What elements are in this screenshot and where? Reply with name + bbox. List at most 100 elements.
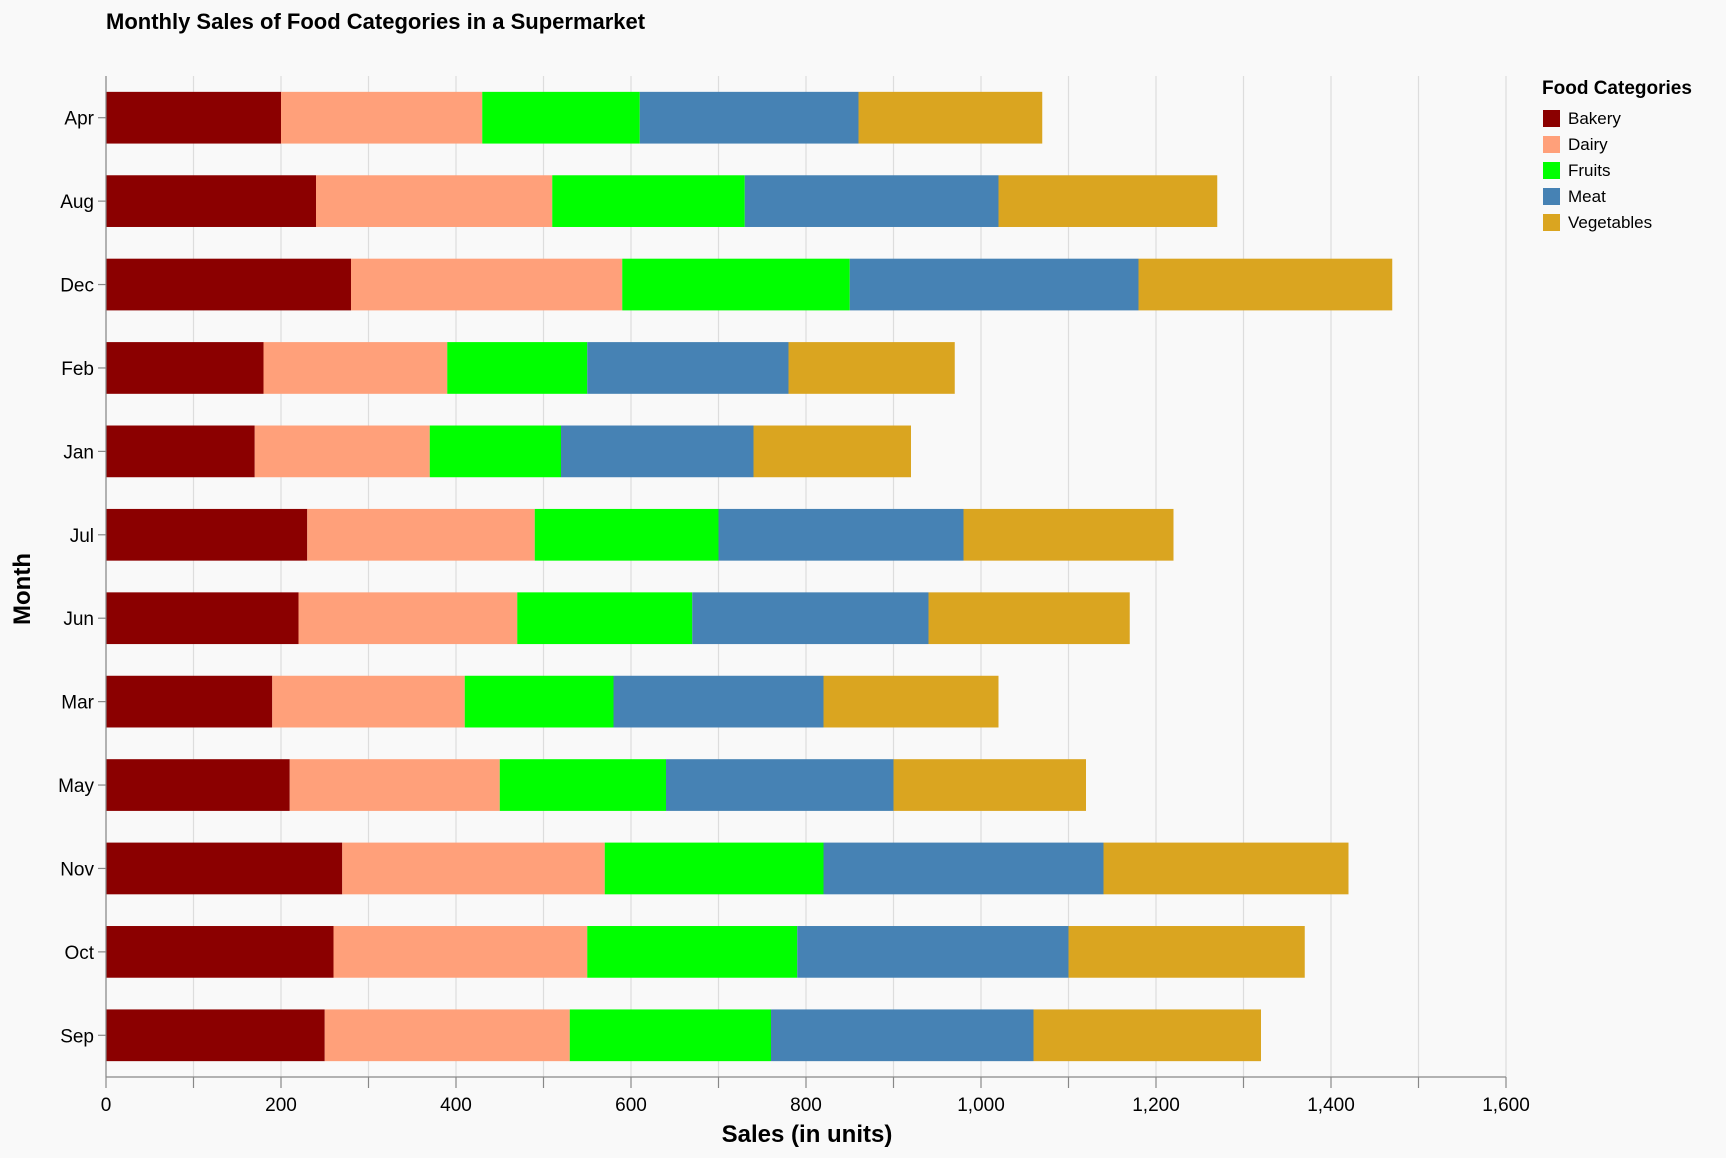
bar-aug-dairy xyxy=(316,175,553,227)
bar-mar-dairy xyxy=(272,675,465,728)
legend-swatch-dairy xyxy=(1543,136,1560,153)
bar-may-dairy xyxy=(289,759,500,811)
legend-swatch-meat xyxy=(1543,188,1560,205)
x-tick-label: 1,400 xyxy=(1307,1095,1355,1116)
bar-apr-vegetables xyxy=(858,91,1043,144)
legend-swatch-bakery xyxy=(1543,110,1560,127)
y-tick-label-oct: Oct xyxy=(64,943,94,964)
legend-label-meat: Meat xyxy=(1568,187,1606,206)
bar-oct-bakery xyxy=(106,926,334,978)
x-tick-label: 1,200 xyxy=(1132,1095,1180,1116)
bar-jan-vegetables xyxy=(753,425,911,478)
bar-apr-fruits xyxy=(482,91,640,144)
x-tick-label: 200 xyxy=(265,1095,297,1116)
bar-apr-bakery xyxy=(106,91,281,144)
bar-feb-fruits xyxy=(447,342,588,394)
bar-jan-bakery xyxy=(106,425,255,478)
bar-oct-fruits xyxy=(587,926,798,978)
bar-nov-meat xyxy=(823,842,1104,895)
bar-jun-bakery xyxy=(106,592,299,645)
bar-dec-dairy xyxy=(351,258,623,311)
bar-nov-fruits xyxy=(604,842,824,895)
y-axis-title: Month xyxy=(9,553,36,625)
legend: Food Categories Bakery Dairy Fruits Meat Veg… xyxy=(1542,78,1692,232)
chart-title: Monthly Sales of Food Categories in a Su… xyxy=(106,9,646,34)
bar-mar-bakery xyxy=(106,675,273,728)
bar-jun-vegetables xyxy=(928,592,1130,645)
y-tick-label-apr: Apr xyxy=(64,109,94,130)
bar-feb-meat xyxy=(587,342,789,394)
y-tick-label-jun: Jun xyxy=(63,609,94,630)
x-tick-label: 800 xyxy=(790,1095,822,1116)
x-tick-label: 400 xyxy=(440,1095,472,1116)
bar-dec-bakery xyxy=(106,258,351,311)
x-tick-label: 1,000 xyxy=(957,1095,1005,1116)
bar-dec-meat xyxy=(849,258,1139,311)
bar-jun-dairy xyxy=(298,592,518,645)
legend-label-bakery: Bakery xyxy=(1568,109,1621,128)
bar-jul-dairy xyxy=(307,508,535,561)
bar-dec-vegetables xyxy=(1138,258,1393,311)
y-tick-label-aug: Aug xyxy=(60,192,94,213)
bar-feb-bakery xyxy=(106,342,264,394)
bar-jun-meat xyxy=(692,592,929,645)
x-tick-label: 600 xyxy=(615,1095,647,1116)
bar-jan-fruits xyxy=(429,425,561,478)
bar-sep-bakery xyxy=(106,1009,325,1062)
bar-oct-meat xyxy=(797,926,1069,978)
bar-apr-dairy xyxy=(281,91,483,144)
legend-title: Food Categories xyxy=(1542,78,1692,99)
bar-nov-dairy xyxy=(342,842,605,895)
bar-jun-fruits xyxy=(517,592,693,645)
y-tick-label-nov: Nov xyxy=(60,859,94,880)
bar-may-vegetables xyxy=(893,759,1086,811)
gridlines xyxy=(105,76,1507,1077)
y-tick-label-sep: Sep xyxy=(60,1026,94,1047)
legend-swatch-fruits xyxy=(1543,162,1560,179)
bar-feb-vegetables xyxy=(788,342,955,394)
bar-aug-meat xyxy=(744,175,999,227)
bar-jul-fruits xyxy=(534,508,719,561)
y-tick-label-feb: Feb xyxy=(61,359,94,380)
bar-aug-fruits xyxy=(552,175,745,227)
y-tick-label-jan: Jan xyxy=(63,442,94,463)
y-tick-label-mar: Mar xyxy=(61,693,94,714)
y-tick-label-dec: Dec xyxy=(60,276,94,297)
y-tick-label-may: May xyxy=(58,776,94,797)
bar-dec-fruits xyxy=(622,258,850,311)
y-tick-label-jul: Jul xyxy=(70,526,94,547)
legend-label-fruits: Fruits xyxy=(1568,161,1611,180)
bar-may-fruits xyxy=(499,759,666,811)
bar-aug-bakery xyxy=(106,175,316,227)
bar-sep-dairy xyxy=(324,1009,570,1062)
bar-jul-meat xyxy=(718,508,964,561)
bar-may-meat xyxy=(666,759,894,811)
bar-sep-meat xyxy=(771,1009,1034,1062)
legend-label-dairy: Dairy xyxy=(1568,135,1608,154)
bar-jan-meat xyxy=(561,425,754,478)
legend-swatch-vegetables xyxy=(1543,214,1560,231)
axes: 0 200 400 600 800 1,000 1,200 1,400 1,600 Apr Aug D… xyxy=(58,76,1530,1116)
bar-feb-dairy xyxy=(263,342,448,394)
bar-oct-vegetables xyxy=(1068,926,1305,978)
bars xyxy=(106,91,1393,1062)
x-tick-label: 1,600 xyxy=(1482,1095,1530,1116)
bar-mar-meat xyxy=(613,675,824,728)
bar-nov-vegetables xyxy=(1103,842,1349,895)
bar-apr-meat xyxy=(639,91,859,144)
bar-mar-fruits xyxy=(464,675,614,728)
bar-mar-vegetables xyxy=(823,675,999,728)
bar-jan-dairy xyxy=(254,425,430,478)
bar-jul-bakery xyxy=(106,508,308,561)
bar-may-bakery xyxy=(106,759,290,811)
x-axis-title: Sales (in units) xyxy=(722,1121,893,1148)
bar-oct-dairy xyxy=(333,926,588,978)
x-tick-label: 0 xyxy=(101,1095,112,1116)
bar-jul-vegetables xyxy=(963,508,1174,561)
bar-sep-vegetables xyxy=(1033,1009,1261,1062)
bar-aug-vegetables xyxy=(998,175,1218,227)
bar-sep-fruits xyxy=(569,1009,771,1062)
legend-label-vegetables: Vegetables xyxy=(1568,213,1652,232)
bar-nov-bakery xyxy=(106,842,343,895)
